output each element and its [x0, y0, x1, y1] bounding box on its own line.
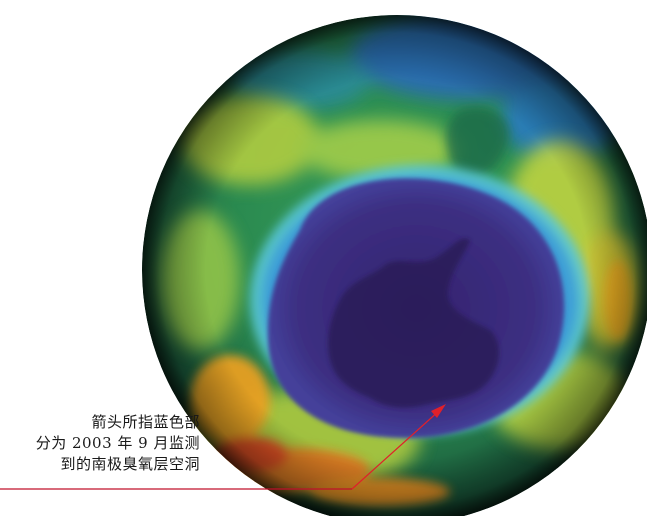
- figure-caption: 箭头所指蓝色部 分为 2003 年 9 月监测 到的南极臭氧层空洞: [0, 412, 200, 475]
- caption-line-1: 箭头所指蓝色部: [91, 413, 200, 431]
- caption-line-3: 到的南极臭氧层空洞: [60, 455, 200, 473]
- caption-line-2: 分为 2003 年 9 月监测: [35, 434, 200, 452]
- pointer-arrow: [0, 404, 446, 490]
- globe: [142, 15, 647, 516]
